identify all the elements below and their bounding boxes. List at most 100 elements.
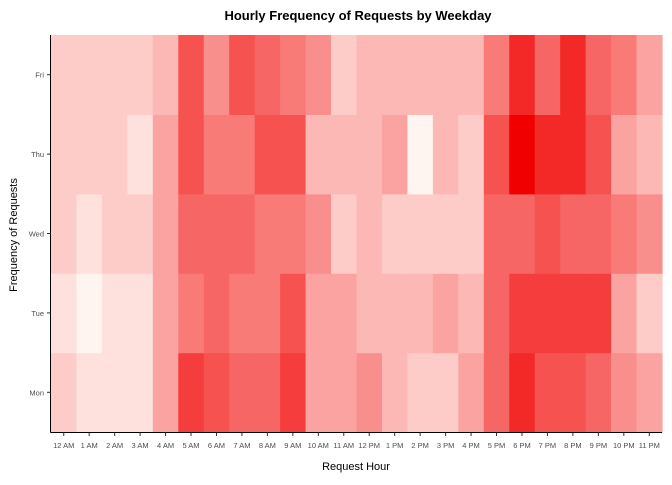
heatmap-cell [51,114,78,195]
heatmap-cell [458,35,485,115]
heatmap-cell [534,114,561,195]
heatmap-cell [76,114,103,195]
y-tick-label: Wed [29,230,44,239]
heatmap-cell [152,273,179,354]
heatmap-cell [203,273,230,354]
heatmap-cell [229,193,256,274]
heatmap-cell [152,114,179,195]
heatmap-cell [407,273,434,354]
x-tick-label: 8 AM [259,441,276,450]
heatmap-cell [432,114,459,195]
heatmap-cell [432,193,459,274]
heatmap-cell [331,193,358,274]
heatmap-cell [76,35,103,115]
heatmap-cell [127,352,154,433]
x-axis-ticks: 12 AM 1 AM 2 AM 3 AM 4 AM 5 AM 6 AM 7 AM 8 AM 9 A… [53,432,660,450]
heatmap-cell [152,193,179,274]
x-tick-label: 5 PM [488,441,506,450]
heatmap-cell [407,193,434,274]
heatmap-cell [407,35,434,115]
heatmap-cell [381,352,409,433]
heatmap-cell [534,35,561,115]
y-tick-label: Fri [35,71,44,80]
y-tick-label: Mon [29,388,44,397]
heatmap-cell [560,273,587,354]
heatmap-cell [178,114,205,195]
heatmap-cell [483,114,510,195]
heatmap-cell [458,273,485,354]
heatmap-cell [127,193,154,274]
x-tick-label: 11 PM [639,441,660,450]
heatmap-cell [101,35,128,115]
heatmap-cell [381,273,409,354]
heatmap-cell [178,35,205,115]
heatmap-cell [51,273,78,354]
heatmap-cell [178,352,205,433]
heatmap-cell [585,352,612,433]
heatmap-cell [356,352,383,433]
heatmap-cell [152,352,179,433]
heatmap-cell [76,273,103,354]
x-tick-label: 9 PM [590,441,608,450]
x-tick-label: 10 PM [613,441,635,450]
x-tick-label: 12 AM [53,441,74,450]
heatmap-cell [381,35,409,115]
x-tick-label: 11 AM [333,441,354,450]
x-tick-label: 5 AM [182,441,199,450]
heatmap-cell [611,273,638,354]
heatmap-cell [585,35,612,115]
heatmap-cell [611,114,638,195]
heatmap-cell [51,193,78,274]
x-tick-label: 7 AM [233,441,250,450]
heatmap-cell [203,193,230,274]
heatmap-cell [229,35,256,115]
heatmap-cell [254,35,281,115]
heatmap-cell [636,35,663,115]
heatmap-cell [305,273,332,354]
heatmap-cell [509,352,536,433]
x-tick-label: 1 PM [386,441,404,450]
heatmap-cell [432,35,459,115]
heatmap-cell [483,35,510,115]
heatmap-cell [127,273,154,354]
heatmap-cell [356,193,383,274]
heatmap-cell [381,193,409,274]
heatmap-cell [611,35,638,115]
heatmap-cell [229,273,256,354]
heatmap-cell [560,193,587,274]
heatmap-cell [356,273,383,354]
heatmap-cell [280,193,307,274]
heatmap-cell [254,352,281,433]
heatmap-cell [101,114,128,195]
heatmap-cell [280,114,307,195]
heatmap-cell [101,273,128,354]
x-tick-label: 4 PM [462,441,480,450]
heatmap-cell [585,114,612,195]
heatmap-cell [229,352,256,433]
heatmap-cell [560,352,587,433]
heatmap-cell [585,193,612,274]
heatmap-cell [560,114,587,195]
heatmap-cell [203,114,230,195]
x-tick-label: 12 PM [358,441,380,450]
heatmap-cell [407,352,434,433]
heatmap-cell [509,35,536,115]
heatmap-cell [509,193,536,274]
y-axis-ticks: Mon Tue Wed Thu Fri [29,71,51,397]
heatmap-cell [534,193,561,274]
heatmap-cell [331,352,358,433]
heatmap-cell [636,352,663,433]
heatmap-cell [127,35,154,115]
heatmap-cell [51,352,78,433]
heatmap-cell [305,114,332,195]
heatmap-cell [407,114,434,195]
x-tick-label: 3 AM [132,441,149,450]
heatmap-cell [458,193,485,274]
heatmap-cells [51,35,663,433]
heatmap-cell [280,273,307,354]
heatmap-cell [51,35,78,115]
heatmap-cell [203,35,230,115]
heatmap-cell [509,114,536,195]
y-tick-label: Tue [31,309,44,318]
x-tick-label: 7 PM [539,441,557,450]
